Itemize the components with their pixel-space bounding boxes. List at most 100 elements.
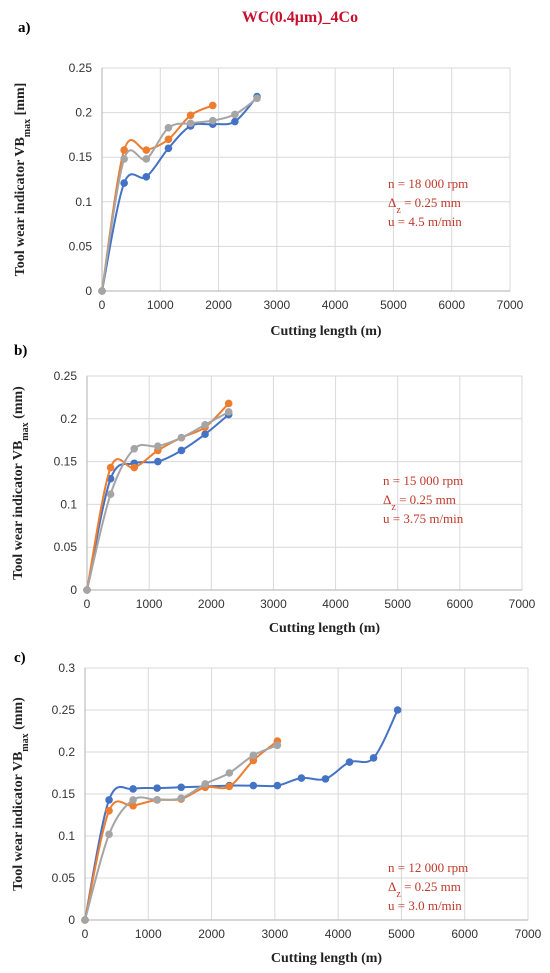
data-point [393,706,402,714]
x-tick-label: 7000 [497,298,524,312]
data-point [130,444,139,453]
data-point [130,463,139,472]
data-point [224,408,233,416]
annotation-line: n = 18 000 rpm [388,176,468,191]
annotation-line: u = 4.5 m/min [388,214,462,229]
y-tick-label: 0 [85,284,92,298]
y-axis-label-unit: (mm) [11,697,26,733]
data-point [105,796,113,804]
panel-label: c) [14,650,26,666]
y-tick-label: 0.05 [69,239,93,253]
annotation-line: Δz = 0.25 mm [388,195,461,216]
y-tick-label: 0.1 [60,497,77,511]
y-tick-label: 0.05 [54,540,78,554]
x-tick-label: 7000 [515,927,542,941]
annotation-line: Δz = 0.25 mm [388,879,461,900]
data-point [129,785,137,793]
data-point [177,446,186,455]
x-tick-label: 5000 [388,927,415,941]
data-point [345,758,354,766]
data-point [201,420,209,429]
x-tick-label: 1000 [147,298,174,312]
x-tick-label: 3000 [264,298,291,312]
x-tick-label: 1000 [135,927,162,941]
data-point [106,463,115,472]
data-point [369,754,378,762]
y-axis-label: Tool wear indicator VBmax [mm] [13,83,33,277]
y-tick-label: 0.05 [52,871,76,885]
data-point [120,179,128,187]
data-point [105,830,113,839]
annotation-line: n = 12 000 rpm [388,860,468,875]
y-tick-label: 0.25 [52,703,76,717]
data-point [177,794,185,802]
y-axis-label: Tool wear indicator VBmax (mm) [11,386,31,580]
chart-panel-2: 0 0.05 0.1 0.15 0.2 0.25 0 1000 2000 3000 4000 5000… [11,343,536,636]
data-point [120,146,128,154]
x-tick-label: 2000 [205,298,232,312]
data-point [129,796,137,804]
data-point [83,586,91,594]
y-axis-label: Tool wear indicator VBmax (mm) [11,697,31,891]
chart-panel-3: 0 0.05 0.1 0.15 0.2 0.25 0.3 0 1000 2000 3000 4000 5… [11,650,542,966]
x-tick-label: 6000 [447,597,474,611]
data-point [154,457,162,466]
y-axis-label-main: Tool wear indicator VB [11,441,26,580]
x-tick-label: 5000 [380,298,407,312]
annotation-delta: Δ [383,492,391,507]
data-point [142,173,151,181]
y-axis-label-unit: [mm] [13,83,28,119]
data-point [177,783,185,792]
data-point [321,775,330,783]
annotation-delta: Δ [388,195,396,210]
annotation-delta-subscript: z [396,205,401,216]
data-point [164,123,173,132]
annotation-delta-value: = 0.25 mm [396,492,456,507]
data-point [164,144,173,153]
x-tick-label: 3000 [260,597,287,611]
annotation-line: u = 3.75 m/min [383,511,464,526]
y-tick-label: 0.15 [54,455,78,469]
data-point [225,782,234,791]
data-point [153,784,161,792]
x-axis-label: Cutting length (m) [269,621,381,636]
x-axis-label: Cutting length (m) [270,324,382,339]
annotation-delta: Δ [388,879,396,894]
x-tick-label: 6000 [438,298,465,312]
data-point [154,442,162,450]
data-point [224,399,233,408]
data-point [231,110,239,119]
y-tick-label: 0.2 [58,745,75,759]
data-point [106,490,115,498]
data-point [81,916,89,924]
chart-panel-1: 0 0.05 0.1 0.15 0.2 0.25 0 1000 2000 3000 4000 5000… [13,20,524,339]
data-point [98,287,106,295]
x-tick-label: 4000 [322,298,349,312]
series-line-2 [101,104,214,292]
data-point [201,430,209,439]
annotation-line: Δz = 0.25 mm [383,492,456,513]
data-point [297,774,306,782]
x-tick-label: 0 [84,597,91,611]
x-tick-label: 2000 [198,927,225,941]
data-point [142,155,151,163]
panel-label: a) [18,20,31,36]
y-tick-label: 0.25 [69,61,93,75]
annotation-line: n = 15 000 rpm [383,473,463,488]
data-point [129,801,137,810]
panel-label: b) [14,343,27,359]
data-point [177,433,186,442]
data-point [164,135,173,144]
x-tick-label: 6000 [451,927,478,941]
data-point [186,119,195,128]
data-point [153,796,161,804]
y-axis-label-subscript: max [20,422,31,440]
y-tick-label: 0 [70,583,77,597]
y-tick-label: 0.2 [60,412,77,426]
x-axis-label: Cutting length (m) [271,951,383,966]
data-point [201,780,210,788]
series-line-3 [84,744,278,921]
series-line-2 [84,740,279,921]
y-axis-label-main: Tool wear indicator VB [11,752,26,891]
